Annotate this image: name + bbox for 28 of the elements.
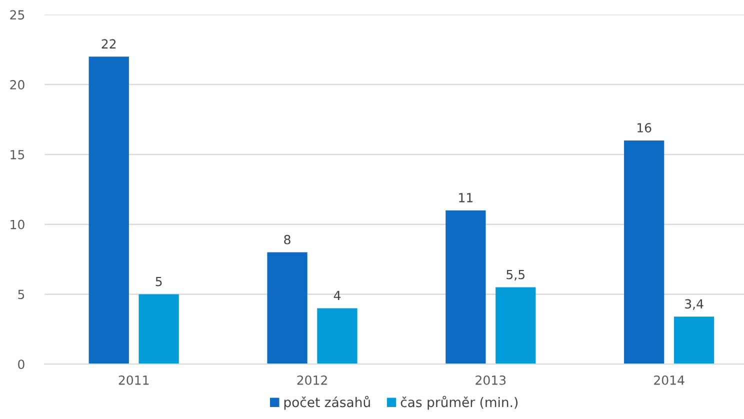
- data-label: 16: [638, 123, 652, 132]
- x-tick-label: 2011: [118, 375, 149, 385]
- bar: [674, 316, 714, 364]
- x-tick-label: 2014: [654, 375, 684, 385]
- bar: [446, 210, 486, 364]
- bar: [88, 56, 129, 364]
- y-tick-label: 0: [18, 360, 24, 370]
- y-tick-label: 10: [10, 220, 24, 230]
- y-tick-label: 20: [10, 80, 24, 90]
- legend-label: počet zásahů: [284, 396, 370, 410]
- bar: [496, 287, 536, 364]
- data-label: 3,4: [685, 299, 704, 310]
- x-tick-label: 2012: [297, 375, 327, 385]
- data-label: 4: [334, 290, 341, 300]
- legend-label: čas průměr (min.): [400, 396, 518, 410]
- y-tick-label: 5: [18, 290, 24, 300]
- data-label: 22: [102, 39, 116, 48]
- bar: [317, 308, 358, 364]
- data-label: 8: [284, 234, 290, 244]
- bar: [624, 140, 664, 364]
- data-label: 5,5: [506, 270, 524, 281]
- x-tick-label: 2013: [476, 375, 506, 385]
- bar: [138, 294, 179, 364]
- y-tick-label: 25: [10, 10, 24, 20]
- data-label: 5: [156, 276, 162, 286]
- data-label: 11: [459, 193, 472, 202]
- bar: [267, 252, 308, 364]
- y-tick-label: 15: [10, 150, 24, 160]
